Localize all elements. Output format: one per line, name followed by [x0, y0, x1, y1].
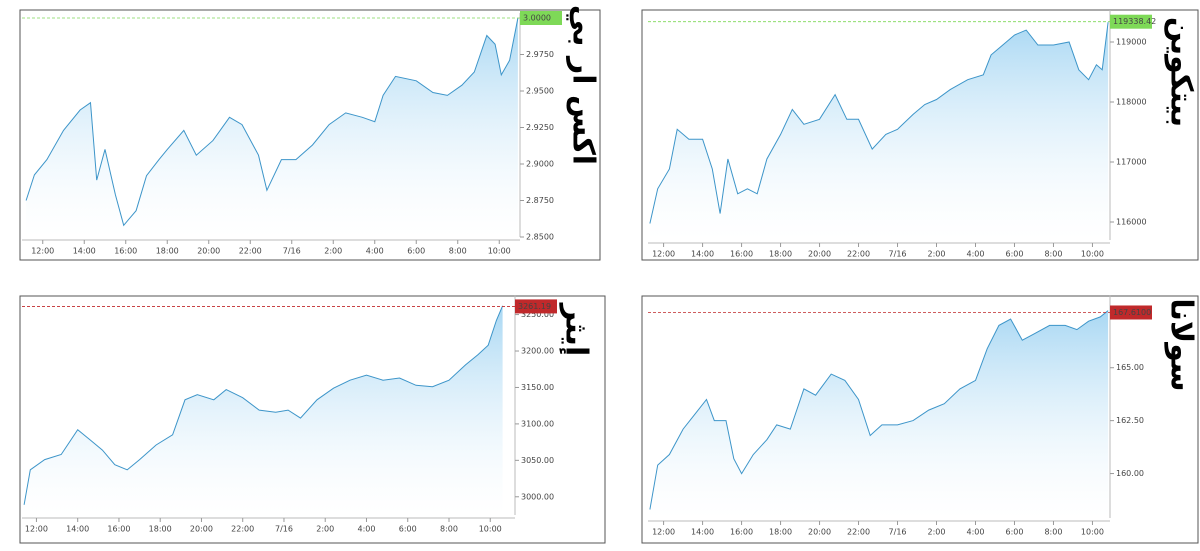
- x-tick-label: 16:00: [107, 525, 130, 534]
- x-tick-label: 22:00: [239, 247, 262, 256]
- price-line: [649, 22, 1109, 224]
- x-tick-label: 18:00: [769, 528, 792, 537]
- chart-panel: 160.00 162.50 165.00 12:00 14:00 16:00 18:00 20…: [641, 295, 1199, 544]
- chart-title: بيتكوين: [1164, 17, 1199, 127]
- x-tick-label: 4:00: [967, 250, 985, 259]
- x-tick-label: 12:00: [25, 525, 48, 534]
- price-line: [649, 310, 1109, 510]
- x-tick-label: 7/16: [889, 250, 907, 259]
- x-tick-label: 14:00: [73, 247, 96, 256]
- x-tick-label: 18:00: [149, 525, 172, 534]
- x-tick-label: 14:00: [691, 528, 714, 537]
- x-tick-label: 8:00: [449, 247, 467, 256]
- area: [649, 310, 1109, 518]
- y-tick-label: 162.50: [1116, 416, 1144, 425]
- y-tick-label: 117000: [1116, 158, 1147, 167]
- x-tick-label: 18:00: [769, 250, 792, 259]
- y-tick-label: 2.9000: [526, 160, 554, 169]
- price-tag-label: 167.6100: [1113, 308, 1151, 317]
- x-tick-label: 4:00: [366, 247, 384, 256]
- chart-panel: 2.8500 2.8750 2.9000 2.9250 2.9500 2.9750 3.00…: [19, 5, 601, 261]
- x-tick-label: 4:00: [967, 528, 985, 537]
- x-tick-label: 22:00: [847, 250, 870, 259]
- chart-panel: 3000.00 3050.00 3100.00 3150.00 3200.00 3250.…: [19, 295, 606, 544]
- y-tick-label: 2.8500: [526, 233, 554, 242]
- x-tick-label: 2:00: [928, 250, 946, 259]
- x-tick-label: 14:00: [66, 525, 89, 534]
- y-tick-label: 2.9750: [526, 50, 554, 59]
- y-tick-label: 3050.00: [521, 456, 554, 465]
- x-tick-label: 12:00: [652, 528, 675, 537]
- chart-title: إيثر: [559, 302, 594, 356]
- x-tick-label: 16:00: [114, 247, 137, 256]
- y-tick-label: 3100.00: [521, 419, 554, 428]
- area: [24, 305, 503, 515]
- y-tick-label: 118000: [1116, 98, 1147, 107]
- y-tick-label: 119000: [1116, 38, 1147, 47]
- x-tick-label: 18:00: [156, 247, 179, 256]
- price-tag-box: [1110, 305, 1152, 320]
- y-tick-label: 2.9250: [526, 123, 554, 132]
- x-tick-label: 8:00: [1044, 528, 1062, 537]
- y-tick-label: 3000.00: [521, 492, 554, 501]
- x-tick-label: 20:00: [197, 247, 220, 256]
- x-tick-label: 14:00: [691, 250, 714, 259]
- price-tag-label: 119338.42: [1113, 17, 1156, 26]
- x-tick-label: 10:00: [488, 247, 511, 256]
- x-tick-label: 7/16: [275, 525, 293, 534]
- y-tick-label: 3150.00: [521, 383, 554, 392]
- x-tick-label: 2:00: [928, 528, 946, 537]
- price-tag-label: 3261.19: [518, 302, 551, 311]
- x-tick-label: 16:00: [730, 250, 753, 259]
- x-tick-label: 20:00: [808, 250, 831, 259]
- chart-panel: 116000 117000 118000 119000 12:00 14:00 16:00 1…: [641, 9, 1199, 261]
- x-tick-label: 4:00: [357, 525, 375, 534]
- x-tick-label: 2:00: [316, 525, 334, 534]
- x-tick-label: 6:00: [407, 247, 425, 256]
- chart-title: سولانا: [1164, 298, 1199, 391]
- price-tag-box: [1110, 14, 1152, 29]
- x-tick-label: 20:00: [190, 525, 213, 534]
- y-tick-label: 2.8750: [526, 196, 554, 205]
- x-tick-label: 6:00: [399, 525, 417, 534]
- y-tick-label: 160.00: [1116, 469, 1144, 478]
- x-tick-label: 6:00: [1005, 250, 1023, 259]
- x-tick-label: 12:00: [652, 250, 675, 259]
- x-tick-label: 8:00: [1044, 250, 1062, 259]
- price-tag-box: [515, 299, 557, 314]
- chart-title: اكس ار بي: [566, 5, 601, 165]
- area: [26, 18, 518, 237]
- area: [649, 22, 1109, 241]
- y-tick-label: 165.00: [1116, 363, 1144, 372]
- x-tick-label: 2:00: [324, 247, 342, 256]
- price-tag-label: 3.0000: [523, 14, 551, 23]
- x-tick-label: 16:00: [730, 528, 753, 537]
- x-tick-label: 10:00: [479, 525, 502, 534]
- y-tick-label: 3250.00: [521, 310, 554, 319]
- price-line: [25, 17, 519, 227]
- x-tick-label: 22:00: [847, 528, 870, 537]
- y-tick-label: 3200.00: [521, 347, 554, 356]
- x-tick-label: 22:00: [231, 525, 254, 534]
- y-tick-label: 2.9500: [526, 87, 554, 96]
- price-tag-box: [520, 11, 562, 25]
- x-tick-label: 6:00: [1005, 528, 1023, 537]
- x-tick-label: 10:00: [1081, 250, 1104, 259]
- x-tick-label: 7/16: [889, 528, 907, 537]
- x-tick-label: 8:00: [440, 525, 458, 534]
- price-line: [23, 305, 504, 505]
- x-tick-label: 10:00: [1081, 528, 1104, 537]
- x-tick-label: 20:00: [808, 528, 831, 537]
- y-tick-label: 116000: [1116, 218, 1147, 227]
- x-tick-label: 7/16: [283, 247, 301, 256]
- x-tick-label: 12:00: [31, 247, 54, 256]
